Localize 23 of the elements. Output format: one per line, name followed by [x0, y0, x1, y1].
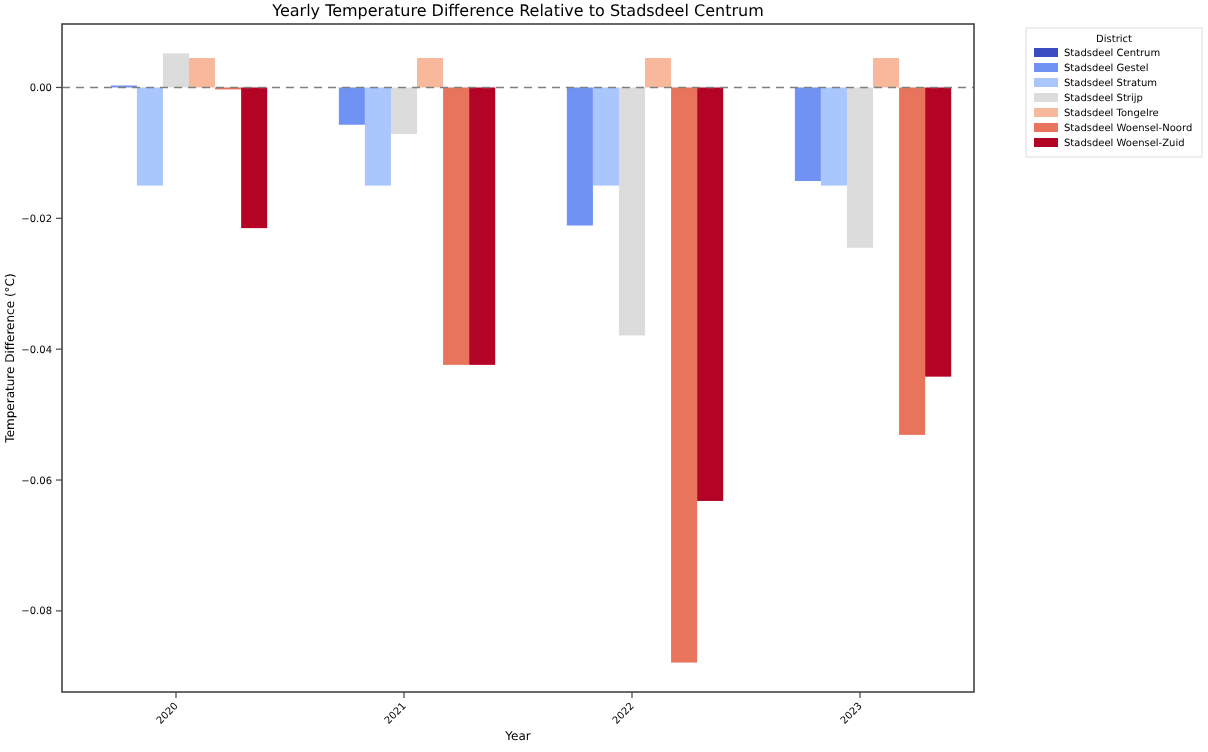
chart-title: Yearly Temperature Difference Relative to Stadsdeel Centrum: [270, 2, 765, 20]
bar: [873, 58, 900, 88]
bar: [241, 87, 268, 229]
bar: [645, 58, 672, 88]
bar: [162, 53, 190, 88]
bar: [189, 58, 216, 88]
bar: [925, 87, 952, 377]
bar: [592, 87, 619, 186]
bar: [820, 87, 847, 186]
bar: [794, 87, 821, 182]
bar: [390, 87, 418, 134]
bar: [364, 87, 391, 186]
bar: [618, 87, 646, 336]
bar: [443, 87, 470, 365]
bar: [469, 87, 496, 365]
bar: [671, 87, 698, 663]
bar: [899, 87, 926, 435]
bar: [136, 87, 163, 186]
bar: [338, 87, 365, 125]
bar: [566, 87, 593, 226]
bar: [417, 58, 444, 88]
bar: [697, 87, 724, 501]
bar: [846, 87, 874, 248]
